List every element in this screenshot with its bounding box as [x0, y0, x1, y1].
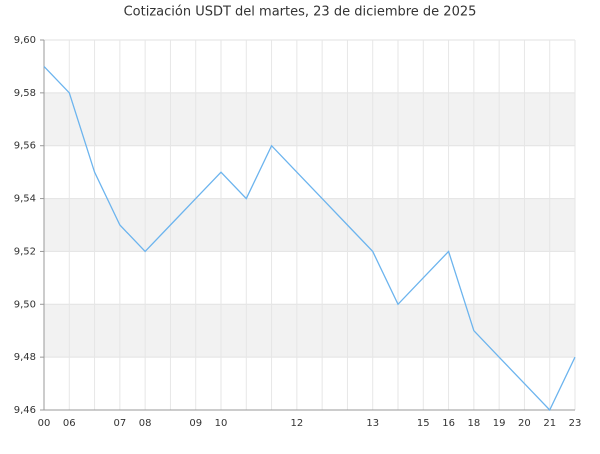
x-tick-label: 21 — [543, 418, 556, 429]
grid-band — [44, 304, 575, 358]
x-tick-label: 16 — [442, 418, 455, 429]
x-tick-label: 07 — [113, 418, 126, 429]
y-tick-label: 9,56 — [14, 141, 36, 152]
x-tick-label: 00 — [38, 418, 51, 429]
y-tick-label: 9,48 — [14, 352, 36, 363]
x-tick-label: 08 — [139, 418, 152, 429]
y-tick-label: 9,50 — [14, 299, 36, 310]
line — [43, 65, 576, 412]
x-tick-label: 10 — [215, 418, 228, 429]
x-tick-label: 13 — [366, 418, 379, 429]
x-tick-label: 19 — [493, 418, 506, 429]
x-tick-label: 18 — [467, 418, 480, 429]
x-tick-label: 06 — [63, 418, 76, 429]
chart-title: Cotización USDT del martes, 23 de diciem… — [124, 5, 477, 20]
x-tick-label: 23 — [569, 418, 582, 429]
x-tick-label: 20 — [518, 418, 531, 429]
y-tick-label: 9,60 — [14, 35, 36, 46]
y-tick-label: 9,58 — [14, 88, 36, 99]
y-tick-label: 9,52 — [14, 246, 36, 257]
grid-band — [44, 92, 575, 146]
x-tick-label: 12 — [290, 418, 303, 429]
x-tick-label: 09 — [189, 418, 202, 429]
x-tick-label: 15 — [417, 418, 430, 429]
y-tick-label: 9,54 — [14, 194, 36, 205]
grid-band — [44, 198, 575, 252]
y-tick-label: 9,46 — [14, 405, 36, 416]
